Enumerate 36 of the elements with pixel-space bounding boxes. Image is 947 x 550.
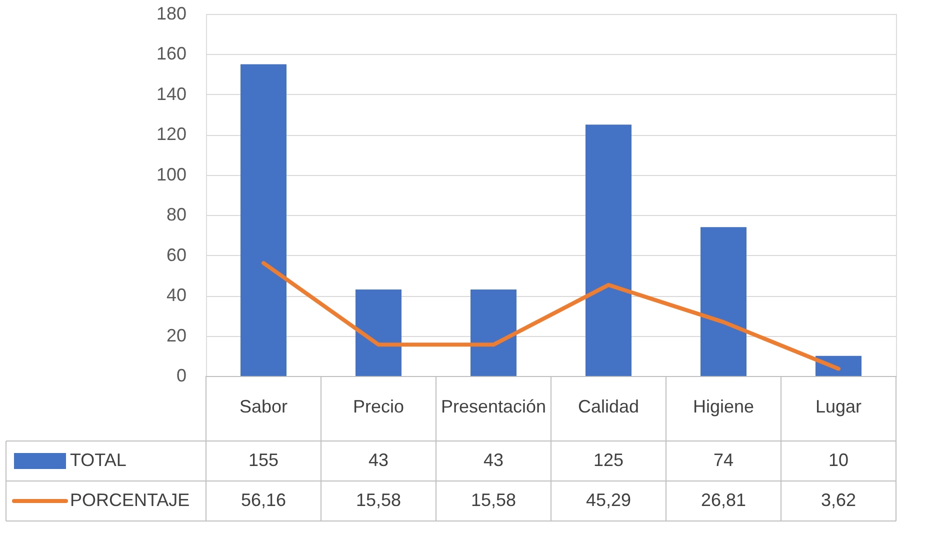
data-label: 56,16 [240,490,286,510]
y-tick-label: 20 [166,325,186,346]
data-label: 43 [368,450,389,470]
y-tick-label: 160 [156,44,186,64]
data-label: 125 [593,450,624,470]
legend-label: PORCENTAJE [70,490,190,510]
y-tick-label: 80 [166,204,186,225]
data-label: 15,58 [470,490,516,510]
data-label: 45,29 [586,490,632,510]
y-tick-label: 0 [176,366,186,386]
data-label: 3,62 [820,490,856,510]
x-tick-label: Presentación [440,396,546,416]
x-tick-label: Calidad [578,396,640,416]
y-tick-label: 140 [156,84,186,104]
bar [470,290,516,376]
y-tick-label: 180 [156,4,186,24]
x-tick-label: Sabor [239,396,288,416]
bar [356,290,402,376]
x-tick-label: Higiene [692,396,754,416]
bar [586,124,632,376]
y-tick-label: 60 [166,244,186,265]
data-label: 15,58 [356,490,402,510]
x-tick-label: Lugar [815,396,862,416]
legend-label: TOTAL [70,450,126,470]
y-tick-label: 100 [156,164,186,184]
x-tick-label: Precio [352,396,404,416]
bar [700,227,746,376]
line-series [262,261,840,371]
data-label: 10 [828,450,849,470]
bar [240,64,286,376]
y-tick-label: 40 [166,285,186,306]
data-label: 26,81 [700,490,746,510]
y-tick-label: 120 [156,124,186,144]
data-label: 155 [248,450,279,470]
data-label: 74 [713,450,734,470]
data-label: 43 [483,450,504,470]
